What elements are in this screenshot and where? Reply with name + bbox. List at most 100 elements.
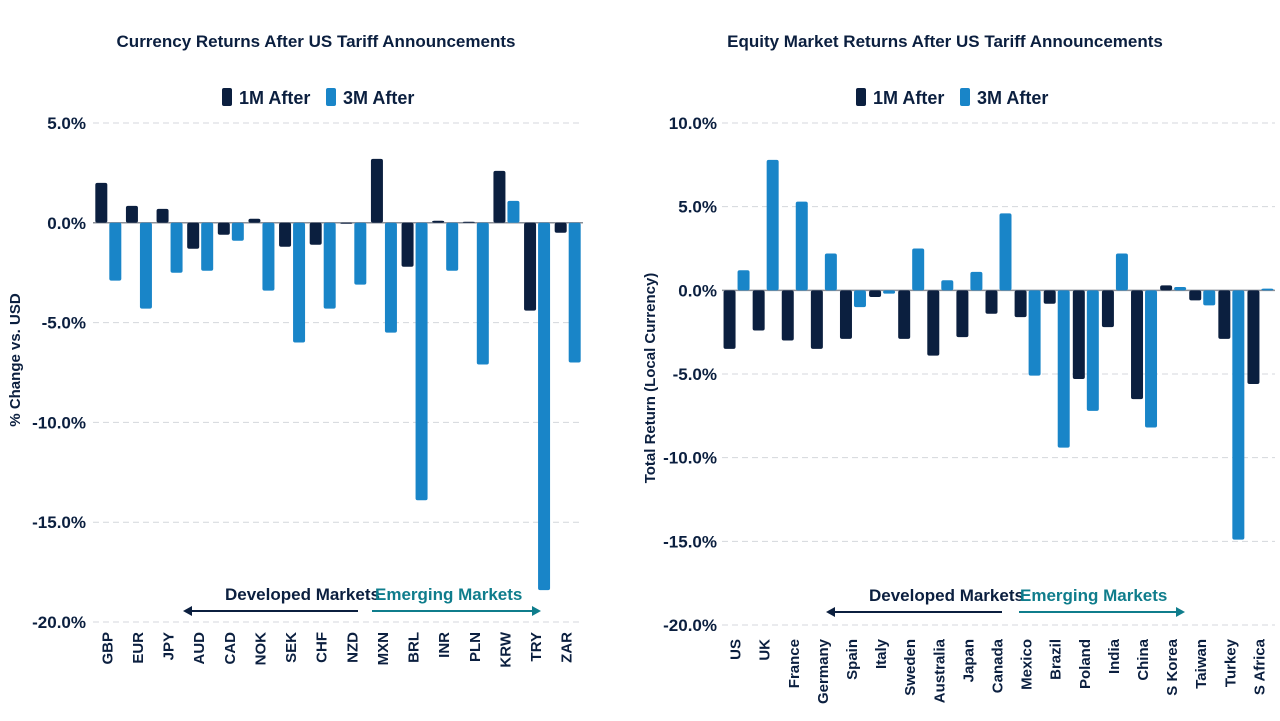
y-tick-label: -15.0% bbox=[32, 513, 86, 532]
bar-3m-mexico bbox=[1028, 290, 1041, 376]
x-category-label: Taiwan bbox=[1193, 639, 1210, 689]
bar-1m-nzd bbox=[340, 222, 353, 224]
x-category-label: Italy bbox=[873, 638, 890, 669]
bar-1m-try bbox=[524, 222, 537, 311]
x-category-label: CHF bbox=[314, 632, 331, 663]
bar-3m-try bbox=[538, 222, 551, 591]
bar-1m-brl bbox=[401, 222, 414, 267]
developed-markets-label: Developed Markets bbox=[869, 586, 1024, 605]
bar-3m-s-korea bbox=[1174, 286, 1187, 291]
x-category-label: INR bbox=[436, 632, 453, 658]
bar-3m-inr bbox=[446, 222, 459, 271]
bar-1m-italy bbox=[869, 290, 882, 298]
x-category-label: UK bbox=[757, 639, 774, 661]
bar-1m-poland bbox=[1072, 290, 1085, 380]
x-category-label: France bbox=[786, 639, 803, 688]
bar-3m-uk bbox=[766, 159, 779, 291]
x-category-label: Germany bbox=[815, 638, 832, 704]
x-category-label: India bbox=[1106, 638, 1123, 674]
bar-3m-taiwan bbox=[1203, 290, 1216, 306]
developed-arrowhead-icon bbox=[826, 607, 835, 617]
bar-1m-jpy bbox=[156, 208, 169, 223]
bar-3m-nok bbox=[262, 222, 275, 291]
emerging-markets-label: Emerging Markets bbox=[1020, 586, 1167, 605]
x-category-label: Australia bbox=[931, 638, 948, 703]
bar-1m-mexico bbox=[1014, 290, 1027, 318]
bar-1m-cad bbox=[217, 222, 230, 235]
legend-swatch-1m bbox=[856, 88, 866, 106]
bar-3m-mxn bbox=[384, 222, 397, 333]
bar-3m-jpy bbox=[170, 222, 183, 273]
bar-1m-mxn bbox=[370, 158, 383, 223]
legend-label-3m: 3M After bbox=[977, 88, 1048, 108]
emerging-arrowhead-icon bbox=[1176, 607, 1185, 617]
x-category-label: Brazil bbox=[1048, 639, 1065, 680]
emerging-arrowhead-icon bbox=[532, 606, 541, 616]
x-category-label: Canada bbox=[990, 638, 1007, 693]
x-category-label: NZD bbox=[344, 632, 361, 663]
bar-3m-krw bbox=[507, 200, 520, 223]
x-category-label: S Africa bbox=[1251, 638, 1268, 695]
bar-1m-eur bbox=[125, 205, 138, 223]
bar-1m-turkey bbox=[1218, 290, 1231, 339]
bar-3m-eur bbox=[139, 222, 152, 309]
y-tick-label: 10.0% bbox=[669, 114, 717, 133]
chart-title: Equity Market Returns After US Tariff An… bbox=[727, 32, 1163, 51]
y-tick-label: -5.0% bbox=[673, 365, 717, 384]
y-tick-label: 0.0% bbox=[678, 281, 717, 300]
bar-3m-s-africa bbox=[1261, 288, 1274, 291]
bar-1m-pln bbox=[462, 221, 475, 223]
bar-3m-france bbox=[795, 201, 808, 291]
y-axis-label: Total Return (Local Currency) bbox=[642, 273, 659, 484]
bar-1m-taiwan bbox=[1189, 290, 1202, 301]
y-tick-label: -15.0% bbox=[663, 532, 717, 551]
bar-3m-canada bbox=[999, 213, 1012, 291]
legend-label-1m: 1M After bbox=[239, 88, 310, 108]
x-category-label: China bbox=[1135, 638, 1152, 680]
y-axis-label: % Change vs. USD bbox=[7, 293, 24, 427]
bar-1m-aud bbox=[187, 222, 200, 249]
legend-swatch-1m bbox=[222, 88, 232, 106]
x-category-label: US bbox=[728, 639, 745, 660]
bar-1m-inr bbox=[432, 220, 445, 223]
x-category-label: JPY bbox=[161, 632, 178, 660]
x-category-label: Poland bbox=[1077, 639, 1094, 689]
bar-3m-sek bbox=[293, 222, 306, 343]
bar-1m-zar bbox=[554, 222, 567, 233]
bar-1m-sweden bbox=[898, 290, 911, 339]
bar-3m-china bbox=[1145, 290, 1158, 428]
bar-3m-zar bbox=[568, 222, 581, 363]
bar-3m-pln bbox=[476, 222, 489, 365]
bar-1m-germany bbox=[810, 290, 823, 349]
bar-1m-australia bbox=[927, 290, 940, 356]
bar-3m-brazil bbox=[1057, 290, 1070, 448]
bar-1m-spain bbox=[839, 290, 852, 339]
bar-3m-poland bbox=[1086, 290, 1099, 411]
legend-swatch-3m bbox=[326, 88, 336, 106]
x-category-label: Japan bbox=[960, 639, 977, 682]
legend-label-3m: 3M After bbox=[343, 88, 414, 108]
bar-1m-nok bbox=[248, 218, 261, 223]
y-tick-label: 5.0% bbox=[678, 198, 717, 217]
x-category-label: BRL bbox=[406, 632, 423, 663]
bar-1m-india bbox=[1101, 290, 1114, 328]
x-category-label: S Korea bbox=[1164, 638, 1181, 695]
bar-1m-us bbox=[723, 290, 736, 349]
x-category-label: Turkey bbox=[1222, 638, 1239, 687]
legend-swatch-3m bbox=[960, 88, 970, 106]
bar-3m-sweden bbox=[912, 248, 925, 291]
bar-1m-brazil bbox=[1043, 290, 1056, 304]
x-category-label: TRY bbox=[528, 632, 545, 661]
currency-chart-svg: Currency Returns After US Tariff Announc… bbox=[7, 32, 583, 668]
y-tick-label: -10.0% bbox=[663, 449, 717, 468]
x-category-label: KRW bbox=[497, 631, 514, 667]
bar-3m-turkey bbox=[1232, 290, 1245, 540]
x-category-label: SEK bbox=[283, 632, 300, 663]
chart-title: Currency Returns After US Tariff Announc… bbox=[117, 32, 516, 51]
bar-3m-chf bbox=[323, 222, 336, 309]
x-category-label: CAD bbox=[222, 632, 239, 665]
x-category-label: PLN bbox=[467, 632, 484, 662]
bar-1m-s-africa bbox=[1247, 290, 1260, 385]
bar-1m-japan bbox=[956, 290, 969, 338]
bar-1m-sek bbox=[279, 222, 292, 247]
